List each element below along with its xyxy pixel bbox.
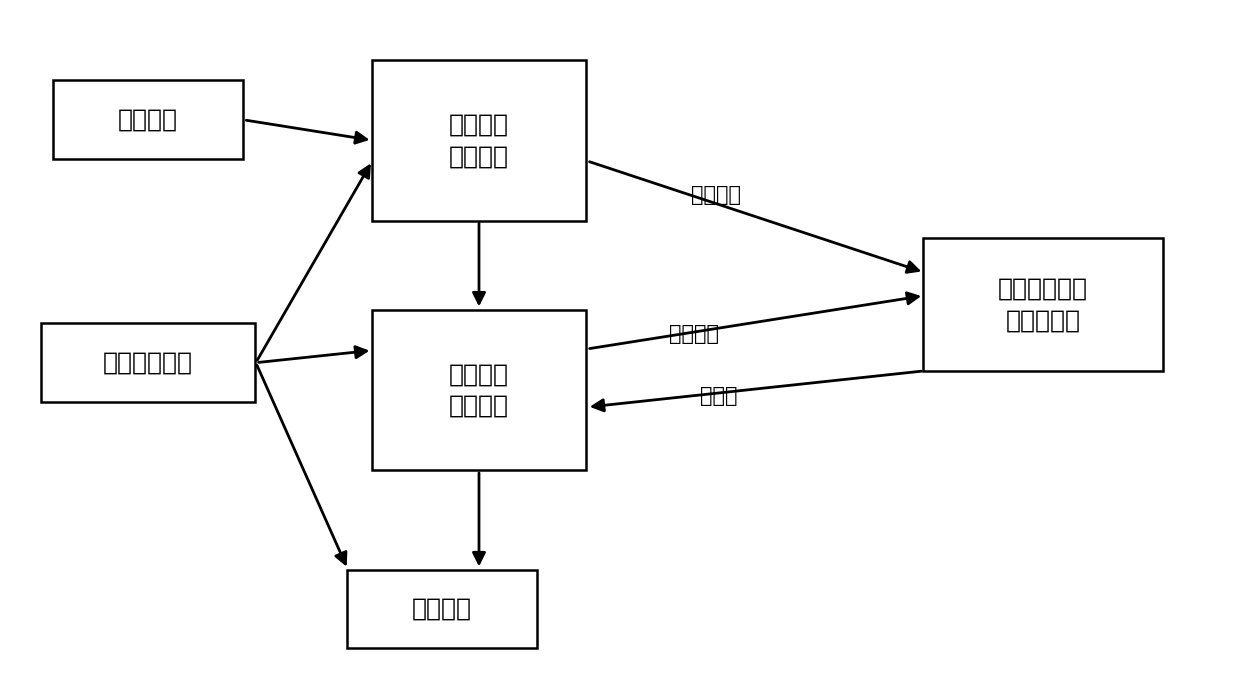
Text: 不凝气: 不凝气 <box>699 385 738 406</box>
Text: 蒸汽冷凝与油
水分离系统: 蒸汽冷凝与油 水分离系统 <box>998 276 1087 332</box>
FancyBboxPatch shape <box>372 60 587 221</box>
FancyBboxPatch shape <box>347 570 537 648</box>
FancyBboxPatch shape <box>41 323 255 402</box>
Text: 进料系统: 进料系统 <box>118 107 179 132</box>
FancyBboxPatch shape <box>372 310 587 470</box>
Text: 热脱附气: 热脱附气 <box>691 185 742 205</box>
Text: 第一级热
脱附系统: 第一级热 脱附系统 <box>449 112 508 168</box>
FancyBboxPatch shape <box>924 238 1163 371</box>
Text: 出料系统: 出料系统 <box>412 597 472 621</box>
Text: 氮气保护系统: 氮气保护系统 <box>103 350 193 375</box>
Text: 热脱附气: 热脱附气 <box>670 324 719 344</box>
FancyBboxPatch shape <box>53 80 243 159</box>
Text: 第二级热
脱附系统: 第二级热 脱附系统 <box>449 362 508 418</box>
